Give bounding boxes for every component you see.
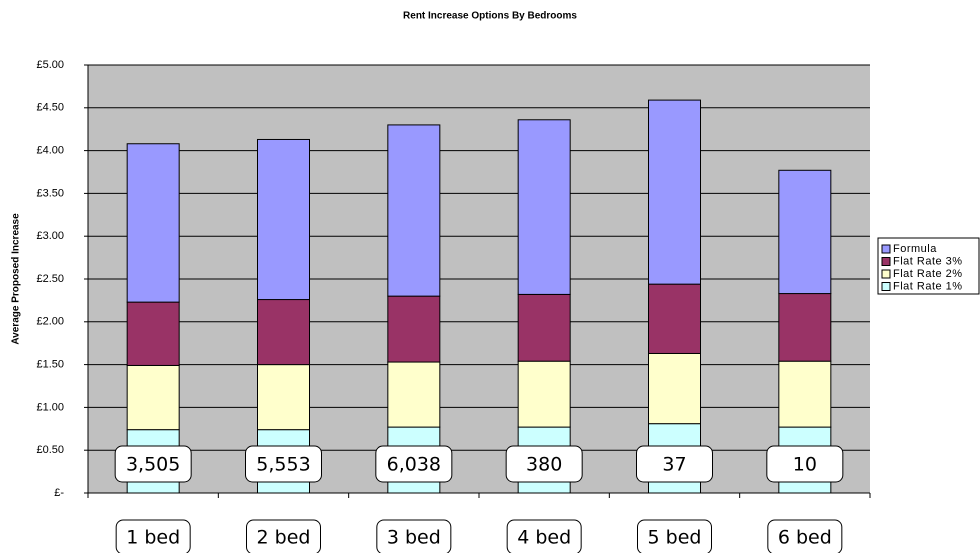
- x-tick-label: 3 bed: [387, 527, 441, 549]
- legend-swatch: [881, 257, 891, 266]
- y-tick-label: £-: [54, 487, 64, 499]
- count-label: 6,038: [387, 454, 441, 476]
- bar-segment: [778, 293, 832, 362]
- category-box: [115, 519, 191, 553]
- bar-segment: [648, 99, 701, 285]
- count-label: 3,505: [126, 454, 180, 476]
- category-box: [506, 519, 582, 553]
- legend-box: [877, 237, 980, 295]
- bar-segment: [778, 169, 832, 295]
- count-label: 10: [793, 454, 817, 476]
- y-tick-label: £0.50: [36, 444, 64, 456]
- category-box: [246, 519, 321, 553]
- legend-label: Flat Rate 3%: [893, 255, 963, 267]
- bar-segment: [387, 361, 441, 428]
- y-tick-label: £2.00: [36, 316, 64, 328]
- legend-label: Flat Rate 1%: [893, 280, 963, 292]
- bar-segment: [517, 360, 571, 428]
- bar-segment: [126, 364, 180, 431]
- count-label: 380: [526, 454, 562, 476]
- y-tick-label: £1.50: [36, 359, 64, 371]
- chart-title: Rent Increase Options By Bedrooms: [403, 11, 577, 22]
- x-tick-label: 1 bed: [126, 527, 180, 549]
- bar-segment: [648, 283, 701, 354]
- count-label: 37: [662, 454, 686, 476]
- bar-segment: [126, 301, 180, 366]
- count-label: 5,553: [256, 454, 310, 476]
- count-box: [114, 445, 192, 483]
- bar-segment: [517, 293, 571, 362]
- bar-segment: [126, 143, 180, 303]
- y-axis-label: Average Proposed Increase: [11, 213, 22, 345]
- bar-segment: [387, 295, 441, 363]
- y-tick-label: £5.00: [36, 59, 64, 71]
- x-tick-label: 5 bed: [648, 527, 702, 549]
- bar-segment: [648, 352, 701, 425]
- y-tick-label: £1.00: [36, 401, 64, 413]
- legend-swatch: [881, 244, 891, 254]
- count-box: [245, 445, 322, 483]
- category-box: [767, 519, 843, 553]
- legend-swatch: [881, 282, 891, 291]
- count-box: [766, 445, 844, 483]
- bar-segment: [257, 364, 310, 431]
- category-box: [637, 519, 712, 553]
- x-tick-label: 2 bed: [257, 527, 311, 549]
- legend-swatch: [881, 269, 891, 279]
- y-tick-label: £2.50: [36, 273, 64, 285]
- count-box: [505, 445, 583, 483]
- count-box: [375, 445, 453, 483]
- legend-label: Flat Rate 2%: [893, 268, 963, 280]
- bar-segment: [257, 299, 310, 366]
- bar-segment: [257, 138, 310, 301]
- bar-segment: [517, 119, 571, 295]
- x-tick-label: 4 bed: [517, 527, 571, 549]
- count-box: [636, 445, 713, 483]
- y-tick-label: £3.50: [36, 187, 64, 199]
- legend-label: Formula: [893, 243, 937, 255]
- y-tick-label: £4.00: [36, 145, 64, 157]
- y-tick-label: £3.00: [36, 230, 64, 242]
- x-tick-label: 6 bed: [778, 527, 832, 549]
- bar-segment: [778, 360, 832, 428]
- y-tick-label: £4.50: [36, 102, 64, 114]
- category-box: [376, 519, 452, 553]
- bar-segment: [387, 124, 441, 297]
